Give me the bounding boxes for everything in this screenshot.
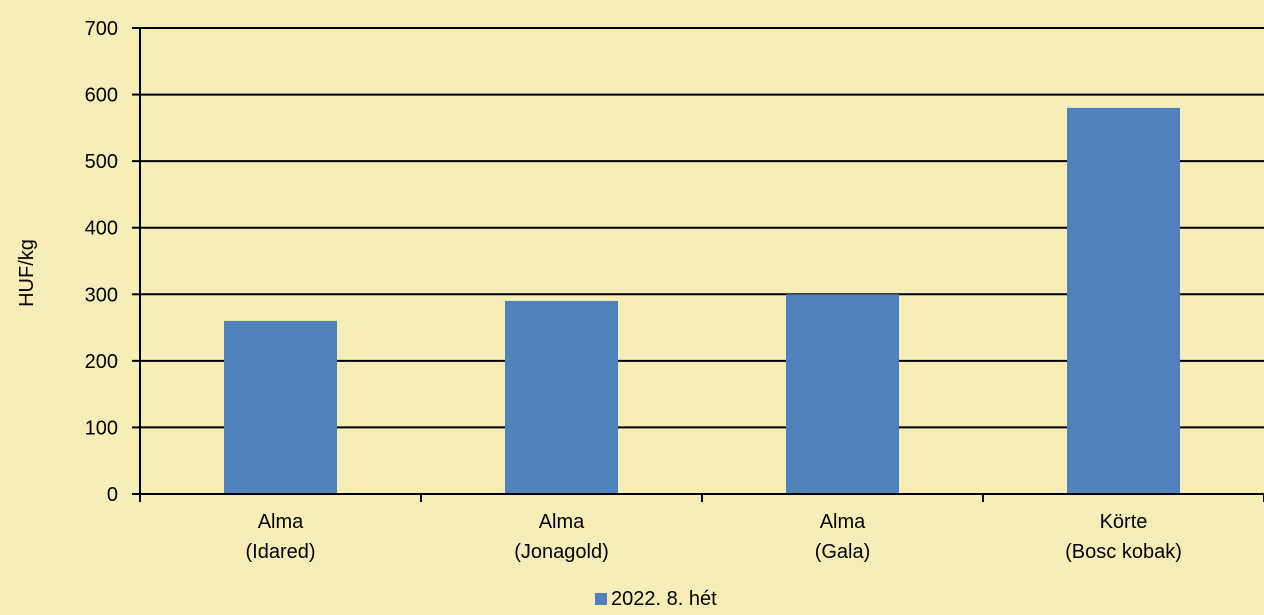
x-tick-label: (Idared) xyxy=(245,541,315,563)
y-tick-label: 600 xyxy=(85,85,118,107)
bar xyxy=(505,300,618,494)
x-tick-label: Alma xyxy=(258,511,304,533)
y-axis-label: HUF/kg xyxy=(16,239,38,307)
y-tick-label: 0 xyxy=(107,484,118,506)
x-tick-label: (Bosc kobak) xyxy=(1065,541,1182,563)
y-tick-label: 100 xyxy=(85,417,118,439)
x-tick-label: Körte xyxy=(1100,511,1148,533)
y-tick-label: 300 xyxy=(85,284,118,306)
legend-swatch xyxy=(595,593,607,605)
bar xyxy=(786,294,899,494)
bar xyxy=(1067,107,1180,494)
bars xyxy=(224,107,1180,494)
y-tick-label: 500 xyxy=(85,151,118,173)
x-tick-label: Alma xyxy=(539,511,585,533)
y-tick-labels: 0 100 200 300 400 500 600 700 xyxy=(85,18,118,506)
x-tick-label: (Jonagold) xyxy=(514,541,609,563)
y-tick-label: 400 xyxy=(85,218,118,240)
y-tick-label: 700 xyxy=(85,18,118,40)
x-tick-labels: Alma (Idared) Alma (Jonagold) Alma (Gala) Kört… xyxy=(245,511,1181,563)
legend: 2022. 8. hét xyxy=(595,588,717,610)
bar xyxy=(224,320,337,494)
axes xyxy=(132,27,1264,502)
x-tick-label: Alma xyxy=(820,511,866,533)
y-tick-label: 200 xyxy=(85,351,118,373)
legend-label: 2022. 8. hét xyxy=(611,588,717,610)
x-tick-label: (Gala) xyxy=(815,541,871,563)
